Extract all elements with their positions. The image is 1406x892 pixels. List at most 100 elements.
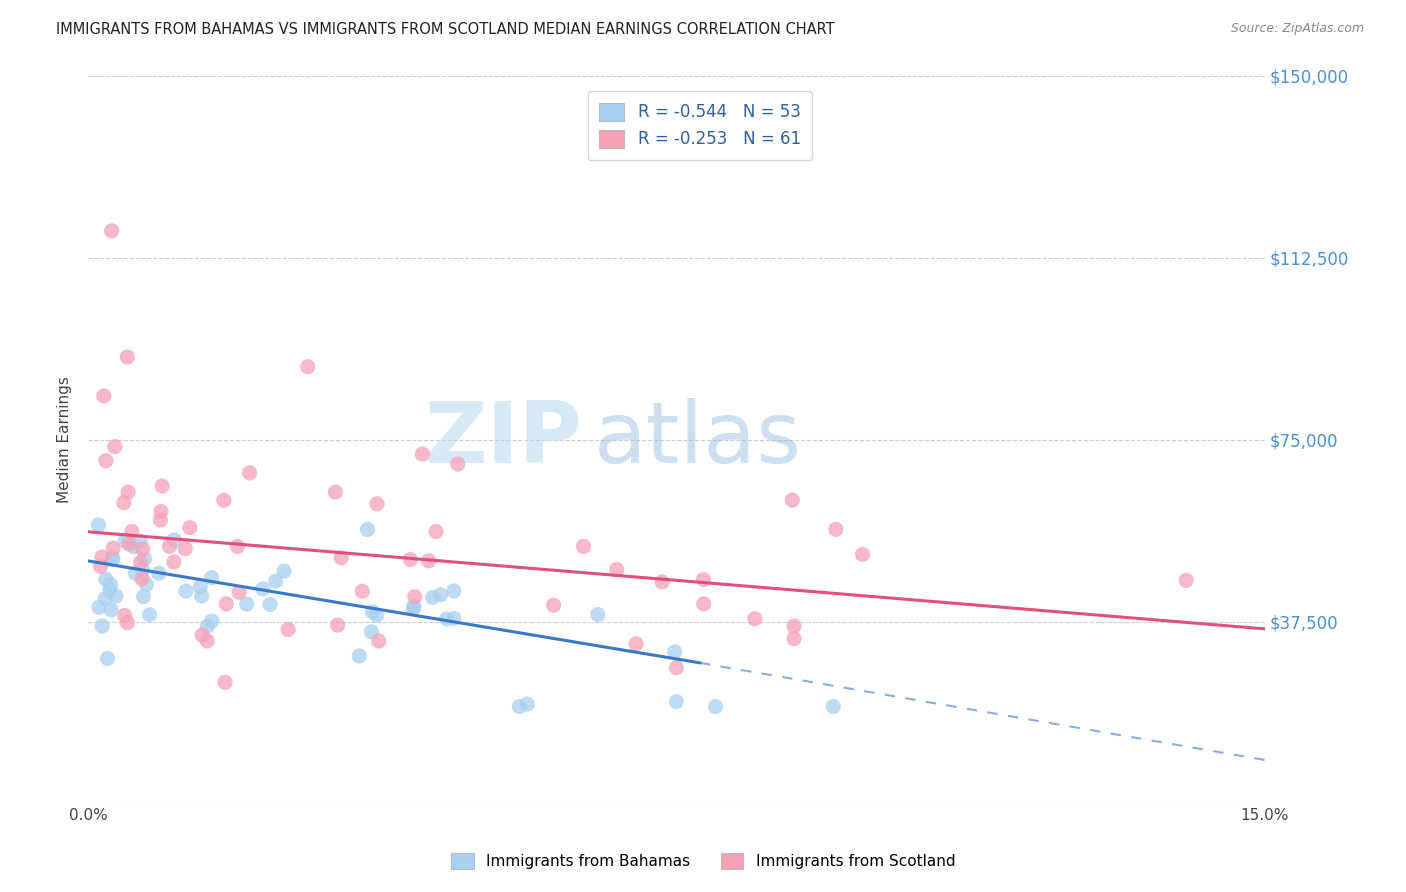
Point [159, 539, 181, 553]
Point [404, 590, 426, 604]
Point [665, 695, 688, 709]
Point [114, 533, 136, 548]
Point [825, 522, 848, 536]
Point [117, 485, 139, 500]
Point [195, 634, 218, 648]
Point [259, 598, 281, 612]
Point [226, 540, 249, 554]
Point [664, 645, 686, 659]
Point [665, 661, 688, 675]
Point [131, 563, 153, 577]
Point [436, 612, 458, 626]
Point [326, 618, 349, 632]
Point [264, 574, 287, 589]
Point [100, 578, 122, 592]
Point [277, 623, 299, 637]
Point [134, 552, 156, 566]
Point [356, 523, 378, 537]
Point [98, 582, 121, 597]
Legend: R = -0.544   N = 53, R = -0.253   N = 61: R = -0.544 N = 53, R = -0.253 N = 61 [588, 91, 813, 161]
Point [215, 597, 238, 611]
Point [132, 590, 155, 604]
Point [606, 563, 628, 577]
Point [94, 591, 117, 606]
Point [411, 447, 433, 461]
Point [104, 589, 127, 603]
Point [124, 566, 146, 581]
Point [352, 584, 374, 599]
Point [361, 605, 384, 619]
Point [443, 611, 465, 625]
Point [138, 607, 160, 622]
Point [117, 615, 139, 630]
Point [90, 549, 112, 564]
Point [273, 564, 295, 578]
Point [87, 518, 110, 533]
Point [201, 614, 224, 628]
Point [692, 573, 714, 587]
Point [367, 634, 389, 648]
Point [190, 589, 212, 603]
Point [782, 493, 804, 508]
Point [163, 555, 186, 569]
Point [163, 533, 186, 547]
Point [402, 602, 425, 616]
Point [104, 440, 127, 454]
Point [121, 524, 143, 539]
Point [93, 389, 115, 403]
Point [572, 540, 595, 554]
Point [402, 599, 425, 614]
Point [150, 479, 173, 493]
Text: Source: ZipAtlas.com: Source: ZipAtlas.com [1230, 22, 1364, 36]
Point [214, 675, 236, 690]
Text: IMMIGRANTS FROM BAHAMAS VS IMMIGRANTS FROM SCOTLAND MEDIAN EARNINGS CORRELATION : IMMIGRANTS FROM BAHAMAS VS IMMIGRANTS FR… [56, 22, 835, 37]
Point [179, 520, 201, 534]
Point [624, 637, 647, 651]
Point [360, 624, 382, 639]
Point [239, 466, 262, 480]
Point [516, 697, 538, 711]
Point [101, 552, 124, 566]
Point [252, 582, 274, 596]
Point [91, 619, 114, 633]
Point [188, 580, 211, 594]
Point [94, 572, 117, 586]
Point [150, 504, 173, 518]
Point [148, 566, 170, 581]
Point [851, 548, 873, 562]
Point [87, 600, 110, 615]
Point [1175, 574, 1198, 588]
Point [399, 552, 422, 566]
Point [89, 559, 111, 574]
Point [693, 597, 716, 611]
Point [228, 585, 250, 599]
Point [425, 524, 447, 539]
Point [349, 648, 371, 663]
Point [101, 551, 124, 566]
Point [114, 608, 136, 623]
Point [508, 699, 530, 714]
Point [783, 619, 806, 633]
Point [129, 555, 152, 569]
Point [103, 541, 125, 556]
Point [447, 457, 470, 471]
Point [330, 550, 353, 565]
Point [94, 453, 117, 467]
Point [429, 588, 451, 602]
Point [149, 513, 172, 527]
Point [195, 619, 218, 633]
Point [117, 350, 139, 364]
Point [783, 632, 806, 646]
Point [100, 224, 122, 238]
Point [297, 359, 319, 374]
Point [744, 612, 766, 626]
Point [131, 572, 153, 586]
Point [96, 651, 118, 665]
Point [823, 699, 845, 714]
Point [132, 541, 155, 556]
Point [235, 597, 257, 611]
Legend: Immigrants from Bahamas, Immigrants from Scotland: Immigrants from Bahamas, Immigrants from… [444, 847, 962, 875]
Point [366, 497, 388, 511]
Point [135, 577, 157, 591]
Point [191, 628, 214, 642]
